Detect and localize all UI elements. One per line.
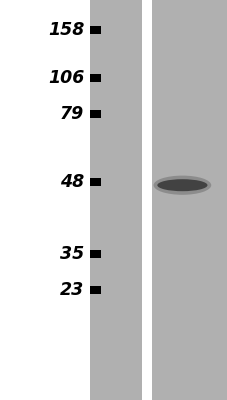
Ellipse shape — [157, 179, 207, 191]
Bar — [90, 0, 142, 400]
Ellipse shape — [153, 176, 210, 195]
Bar — [90, 26, 101, 34]
Bar — [142, 0, 151, 400]
Text: 35: 35 — [60, 245, 84, 263]
Text: 106: 106 — [48, 69, 84, 87]
Text: 48: 48 — [60, 173, 84, 191]
Text: 158: 158 — [48, 21, 84, 39]
Bar — [90, 250, 101, 258]
Bar — [90, 74, 101, 82]
Text: 23: 23 — [60, 281, 84, 299]
Bar — [0, 0, 90, 400]
Bar — [90, 178, 101, 186]
Bar — [90, 286, 101, 294]
Bar — [90, 110, 101, 118]
Text: 79: 79 — [60, 105, 84, 123]
Bar — [151, 0, 227, 400]
